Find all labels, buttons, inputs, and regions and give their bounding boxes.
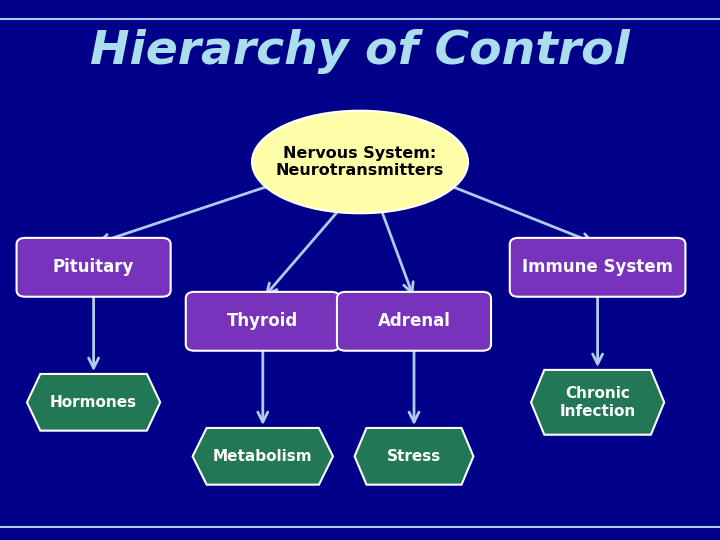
Text: Thyroid: Thyroid <box>228 312 298 330</box>
Text: Adrenal: Adrenal <box>377 312 451 330</box>
Polygon shape <box>192 428 333 485</box>
Text: Hormones: Hormones <box>50 395 138 410</box>
Polygon shape <box>27 374 160 431</box>
Polygon shape <box>354 428 474 485</box>
FancyBboxPatch shape <box>17 238 171 297</box>
Text: Pituitary: Pituitary <box>53 258 135 276</box>
Text: Stress: Stress <box>387 449 441 464</box>
FancyBboxPatch shape <box>510 238 685 297</box>
Text: Hierarchy of Control: Hierarchy of Control <box>90 29 630 74</box>
Text: Metabolism: Metabolism <box>213 449 312 464</box>
Text: Chronic
Infection: Chronic Infection <box>559 386 636 418</box>
FancyBboxPatch shape <box>337 292 491 351</box>
Text: Nervous System:
Neurotransmitters: Nervous System: Neurotransmitters <box>276 146 444 178</box>
Polygon shape <box>531 370 665 435</box>
FancyBboxPatch shape <box>186 292 340 351</box>
Ellipse shape <box>252 111 468 213</box>
Text: Immune System: Immune System <box>522 258 673 276</box>
